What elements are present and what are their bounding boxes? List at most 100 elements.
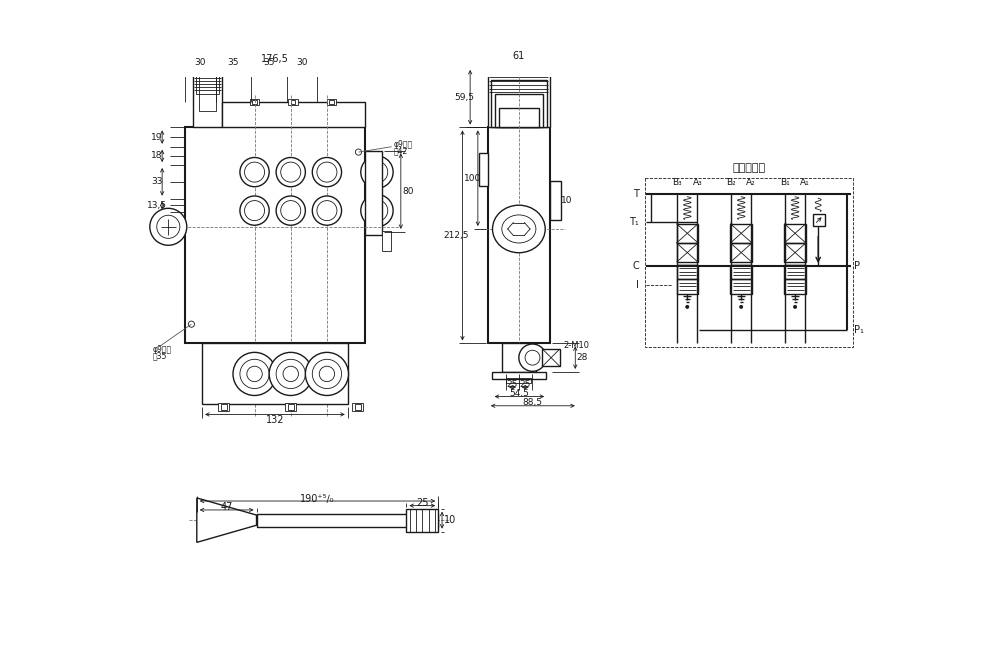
Circle shape — [305, 352, 348, 395]
Text: T₁: T₁ — [629, 217, 639, 227]
Text: 80: 80 — [402, 186, 414, 195]
Circle shape — [240, 196, 269, 225]
Text: T: T — [633, 190, 639, 199]
Bar — [365, 150, 382, 235]
Text: 28: 28 — [577, 353, 588, 362]
Bar — [730, 243, 752, 263]
Bar — [185, 128, 365, 343]
Bar — [329, 100, 334, 104]
Text: 35: 35 — [228, 58, 239, 67]
Bar — [730, 279, 752, 293]
Text: 18: 18 — [151, 152, 163, 161]
Text: 33: 33 — [151, 177, 163, 186]
Circle shape — [361, 156, 393, 188]
Text: 25: 25 — [507, 380, 518, 389]
Bar — [221, 404, 227, 410]
Text: 25: 25 — [520, 380, 531, 389]
Ellipse shape — [502, 215, 536, 243]
Text: A₂: A₂ — [746, 179, 756, 188]
Bar — [488, 67, 550, 128]
Bar — [677, 264, 698, 279]
Text: 10: 10 — [444, 515, 457, 525]
Circle shape — [240, 157, 269, 187]
Text: 190⁺⁵∕₀: 190⁺⁵∕₀ — [300, 493, 335, 503]
Circle shape — [150, 208, 187, 245]
Circle shape — [269, 352, 312, 395]
Text: 61: 61 — [513, 51, 525, 61]
Text: 100: 100 — [464, 174, 481, 183]
Text: 59,5: 59,5 — [455, 93, 475, 102]
Bar — [677, 243, 698, 263]
Text: 2-M10: 2-M10 — [564, 341, 590, 350]
Bar — [813, 213, 825, 226]
Bar — [645, 177, 853, 347]
Text: P: P — [854, 261, 860, 271]
Circle shape — [686, 305, 689, 308]
Bar — [502, 343, 536, 372]
Bar — [327, 99, 336, 105]
Circle shape — [794, 305, 797, 308]
Text: 176,5: 176,5 — [261, 54, 289, 64]
Circle shape — [276, 157, 305, 187]
Bar — [784, 279, 806, 293]
Bar — [252, 100, 257, 104]
Text: 212,5: 212,5 — [444, 231, 469, 240]
Bar — [730, 264, 752, 279]
Text: 19: 19 — [151, 133, 163, 142]
Circle shape — [312, 157, 342, 187]
Text: I: I — [636, 281, 639, 290]
Circle shape — [519, 344, 546, 372]
Bar — [784, 224, 806, 243]
Text: P₁: P₁ — [854, 325, 864, 335]
Text: φ9盲孔: φ9盲孔 — [393, 140, 412, 149]
Bar — [488, 128, 550, 343]
Text: φ9盲孔: φ9盲孔 — [153, 345, 172, 354]
Bar — [196, 72, 219, 94]
Bar — [193, 72, 222, 128]
Text: B₂: B₂ — [726, 179, 736, 188]
Bar — [250, 99, 259, 105]
Bar — [202, 343, 348, 404]
Text: 35: 35 — [263, 58, 275, 67]
Bar — [288, 404, 294, 410]
Polygon shape — [197, 498, 257, 542]
Bar — [550, 181, 561, 221]
Text: C: C — [632, 261, 639, 271]
Text: A₁: A₁ — [800, 179, 810, 188]
Text: 30: 30 — [195, 58, 206, 67]
Bar — [784, 243, 806, 263]
Text: 深35: 深35 — [153, 352, 167, 361]
Circle shape — [233, 352, 276, 395]
Bar — [492, 372, 546, 379]
Text: 54,5: 54,5 — [509, 389, 529, 398]
Bar — [491, 80, 547, 128]
Text: 88,5: 88,5 — [523, 398, 543, 407]
Text: 30: 30 — [296, 58, 308, 67]
Bar — [222, 103, 365, 128]
Circle shape — [276, 196, 305, 225]
Bar — [285, 403, 296, 411]
Ellipse shape — [493, 205, 545, 253]
Bar — [382, 232, 391, 251]
Bar — [677, 279, 698, 293]
Text: A₃: A₃ — [692, 179, 702, 188]
Text: 10: 10 — [561, 196, 573, 205]
Bar — [677, 224, 698, 243]
Bar — [199, 72, 216, 111]
Bar — [499, 108, 539, 128]
Text: 25: 25 — [416, 497, 429, 508]
Text: 132: 132 — [266, 415, 284, 425]
Text: B₃: B₃ — [672, 179, 682, 188]
Circle shape — [312, 196, 342, 225]
Text: 深42: 深42 — [393, 146, 407, 155]
Bar — [406, 509, 438, 531]
Bar — [288, 99, 298, 105]
Bar — [355, 404, 361, 410]
Bar — [218, 403, 229, 411]
Bar — [257, 514, 438, 526]
Bar — [730, 224, 752, 243]
Bar — [479, 154, 488, 186]
Text: 13,5: 13,5 — [147, 201, 167, 210]
Bar — [542, 349, 560, 366]
Bar — [291, 100, 295, 104]
